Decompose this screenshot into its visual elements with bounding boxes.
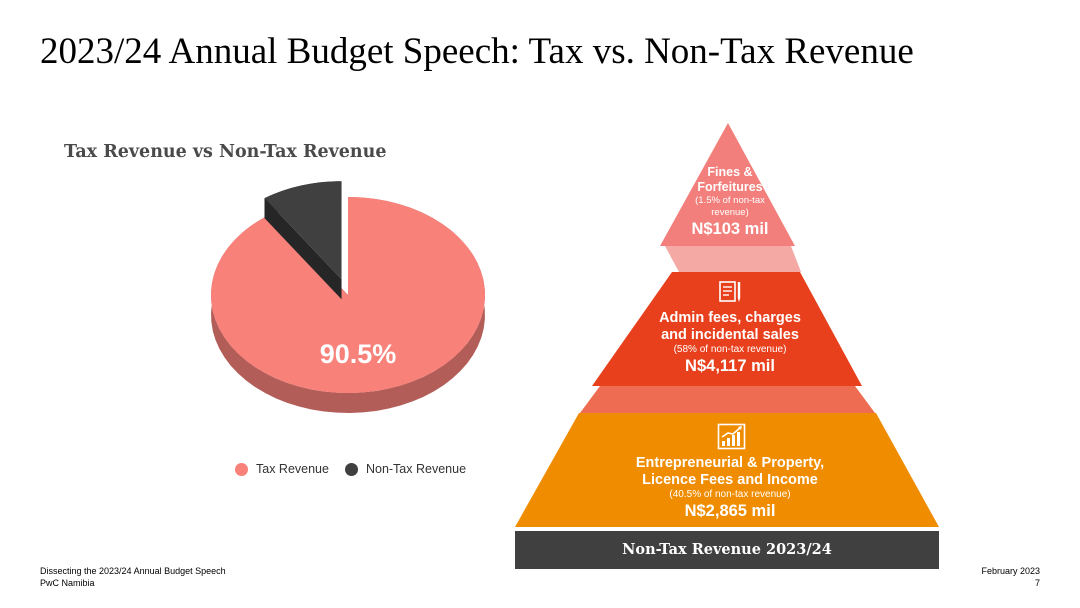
pyramid-tier-fines (660, 123, 795, 246)
tier-fines-share-line2: revenue) (711, 207, 749, 218)
tier-fines-text: Fines & Forfeitures (1.5% of non-tax rev… (670, 165, 790, 239)
tier-fines-title-line1: Fines & (707, 165, 753, 179)
legend-item-tax: Tax Revenue (235, 462, 329, 476)
document-pen-icon (719, 281, 741, 302)
tier-entrepreneurial-value: N$2,865 mil (684, 502, 776, 520)
footer-right: February 2023 7 (981, 565, 1040, 589)
tier-entrepreneurial-share: (40.5% of non-tax revenue) (669, 489, 791, 500)
tier-admin-text: Admin fees, charges and incidental sales… (620, 310, 840, 376)
growth-chart-icon (717, 423, 746, 450)
pyramid-connector-2 (580, 386, 875, 413)
footer-company: PwC Namibia (40, 578, 95, 588)
slide-title: 2023/24 Annual Budget Speech: Tax vs. No… (40, 31, 914, 72)
footer-date: February 2023 (981, 566, 1040, 576)
pie-slice-wall-start-non-tax-revenue (264, 198, 342, 300)
legend-swatch-tax (235, 462, 248, 476)
pyramid-base-label: Non-Tax Revenue 2023/24 (622, 541, 832, 558)
pyramid-tier-entrepreneurial (515, 413, 939, 527)
tier-fines-share-line1: (1.5% of non-tax (695, 195, 765, 206)
pie-chart-title: Tax Revenue vs Non-Tax Revenue (64, 142, 387, 162)
pyramid-connector-1 (665, 246, 801, 272)
footer-left: Dissecting the 2023/24 Annual Budget Spe… (40, 565, 226, 589)
pie-slice-tax-revenue (210, 197, 485, 393)
pie-data-label-tax-revenue: 90.5% (320, 339, 397, 369)
tier-fines-title-line2: Forfeitures (697, 180, 763, 194)
tier-entrepreneurial-text: Entrepreneurial & Property, Licence Fees… (595, 455, 865, 521)
legend-item-non-tax: Non-Tax Revenue (344, 462, 467, 476)
pyramid-tier-admin (592, 272, 862, 386)
tier-fines-value: N$103 mil (691, 220, 769, 238)
footer-presentation-title: Dissecting the 2023/24 Annual Budget Spe… (40, 566, 226, 576)
legend-label-non-tax: Non-Tax Revenue (365, 462, 467, 476)
tier-entrepreneurial-title-line2: Licence Fees and Income (642, 472, 818, 488)
non-tax-pyramid (515, 123, 939, 569)
legend-label-tax: Tax Revenue (256, 462, 329, 476)
pie-legend: Tax Revenue Non-Tax Revenue (235, 462, 482, 476)
tier-admin-title-line1: Admin fees, charges (659, 310, 801, 326)
legend-swatch-non-tax (344, 462, 358, 476)
tier-admin-share: (58% of non-tax revenue) (673, 344, 787, 355)
tier-admin-title-line2: and incidental sales (661, 327, 799, 343)
pie-slice-non-tax-revenue (264, 181, 342, 280)
pie-chart: 90.5% (210, 181, 485, 413)
tier-entrepreneurial-title-line1: Entrepreneurial & Property, (635, 455, 825, 471)
page-number: 7 (1034, 578, 1040, 588)
pyramid-base-bar (515, 531, 939, 569)
tier-admin-value: N$4,117 mil (685, 357, 775, 375)
